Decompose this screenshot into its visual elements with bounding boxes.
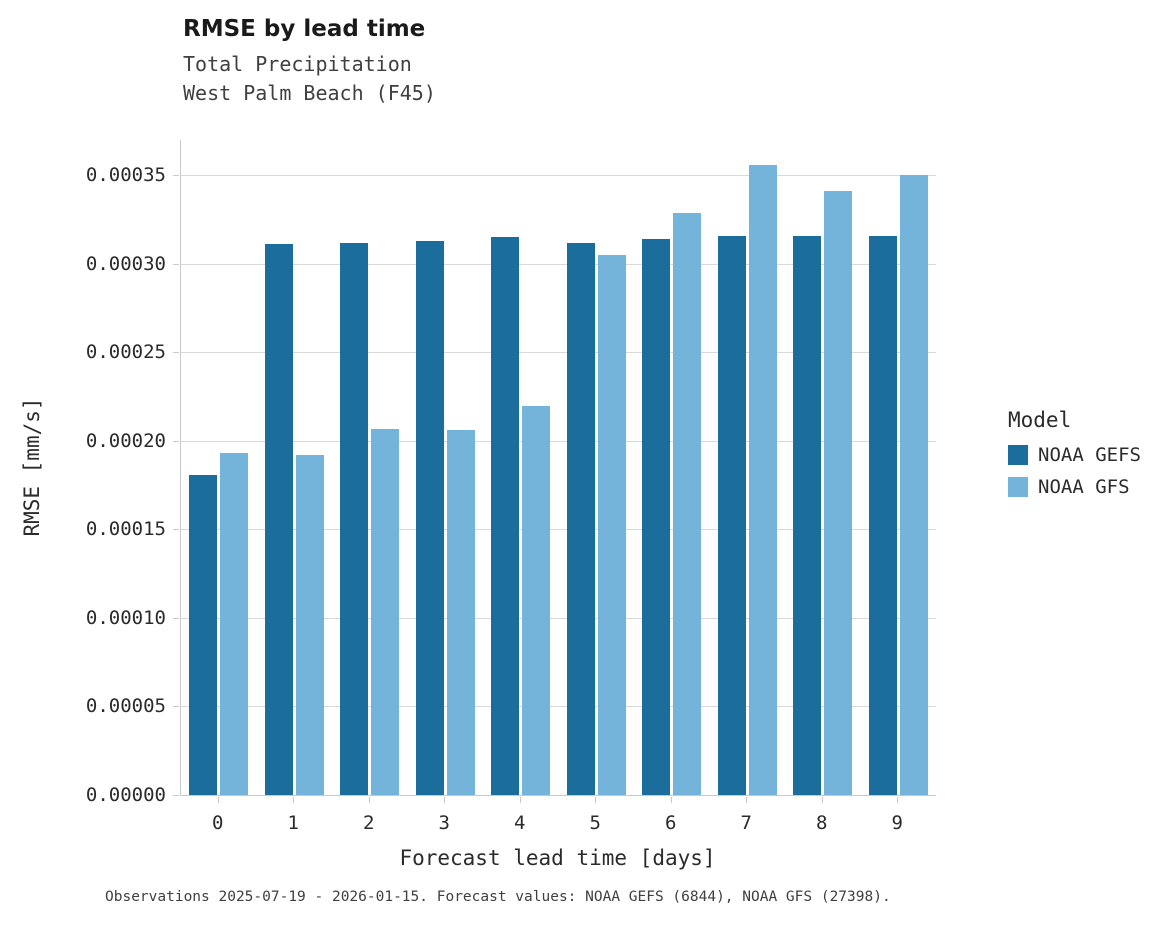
x-tick-mark-4 xyxy=(519,797,521,803)
x-tick-label-8: 8 xyxy=(816,812,828,834)
x-tick-mark-5 xyxy=(595,797,597,803)
y-tick-mark-0.00005 xyxy=(173,706,179,708)
bar-noaa-gfs-day-2 xyxy=(371,428,400,795)
gridline-y-0.00035 xyxy=(181,175,936,177)
x-tick-mark-3 xyxy=(444,797,446,803)
y-tick-label-0.00010: 0.00010 xyxy=(85,606,166,629)
x-tick-mark-1 xyxy=(293,797,295,803)
legend-entry-gefs: NOAA GEFS xyxy=(1008,444,1141,466)
x-tick-label-7: 7 xyxy=(740,812,752,834)
bar-noaa-gfs-day-5 xyxy=(597,255,626,795)
bar-noaa-gefs-day-6 xyxy=(642,239,671,795)
bar-noaa-gefs-day-8 xyxy=(793,235,822,795)
gridline-y-0.00030 xyxy=(181,263,936,265)
y-tick-mark-0.00030 xyxy=(173,263,179,265)
legend-label-gfs: NOAA GFS xyxy=(1038,476,1130,498)
y-tick-label-0.00035: 0.00035 xyxy=(85,164,166,187)
y-tick-label-0.00005: 0.00005 xyxy=(85,695,166,718)
chart-subtitle-variable: Total Precipitation xyxy=(183,52,412,76)
x-tick-mark-2 xyxy=(368,797,370,803)
bar-noaa-gefs-day-4 xyxy=(491,237,520,795)
x-tick-label-5: 5 xyxy=(589,812,601,834)
y-tick-label-0.00030: 0.00030 xyxy=(85,252,166,275)
bar-noaa-gfs-day-1 xyxy=(295,455,324,795)
legend-label-gefs: NOAA GEFS xyxy=(1038,444,1141,466)
gridline-y-0.00025 xyxy=(181,352,936,354)
x-tick-mark-9 xyxy=(897,797,899,803)
x-tick-label-4: 4 xyxy=(514,812,526,834)
bar-noaa-gfs-day-0 xyxy=(220,453,249,795)
y-axis-label: RMSE [mm/s] xyxy=(20,397,44,537)
bar-noaa-gfs-day-4 xyxy=(522,405,551,795)
y-tick-label-0.00020: 0.00020 xyxy=(85,429,166,452)
chart-title: RMSE by lead time xyxy=(183,16,426,42)
bar-noaa-gefs-day-9 xyxy=(868,235,897,795)
chart-caption: Observations 2025-07-19 - 2026-01-15. Fo… xyxy=(105,889,891,905)
x-tick-label-1: 1 xyxy=(287,812,299,834)
x-tick-mark-7 xyxy=(746,797,748,803)
legend-entry-gfs: NOAA GFS xyxy=(1008,476,1141,498)
legend: Model NOAA GEFS NOAA GFS xyxy=(1008,408,1141,508)
y-tick-mark-0.00015 xyxy=(173,529,179,531)
legend-title: Model xyxy=(1008,408,1072,432)
y-tick-mark-0.00000 xyxy=(173,795,179,796)
bar-noaa-gefs-day-3 xyxy=(415,240,444,795)
bar-noaa-gfs-day-6 xyxy=(673,212,702,795)
bar-noaa-gefs-day-1 xyxy=(264,244,293,795)
bar-noaa-gfs-day-7 xyxy=(748,164,777,795)
bar-noaa-gfs-day-8 xyxy=(824,191,853,795)
y-tick-mark-0.00010 xyxy=(173,617,179,619)
gridline-y-0.00005 xyxy=(181,706,936,708)
x-tick-label-2: 2 xyxy=(363,812,375,834)
y-tick-label-0.00015: 0.00015 xyxy=(85,518,166,541)
bar-noaa-gefs-day-7 xyxy=(717,235,746,795)
plot-area xyxy=(180,140,936,796)
gefs-swatch-icon xyxy=(1008,445,1028,465)
y-tick-label-0.00000: 0.00000 xyxy=(85,784,166,806)
bar-noaa-gfs-day-3 xyxy=(446,430,475,795)
x-axis-label: Forecast lead time [days] xyxy=(399,846,716,870)
gridline-y-0.00015 xyxy=(181,529,936,531)
bar-noaa-gefs-day-5 xyxy=(566,242,595,795)
y-tick-mark-0.00035 xyxy=(173,175,179,177)
y-tick-label-0.00025: 0.00025 xyxy=(85,341,166,364)
y-tick-mark-0.00025 xyxy=(173,352,179,354)
y-tick-mark-0.00020 xyxy=(173,440,179,442)
x-tick-label-6: 6 xyxy=(665,812,677,834)
gridline-y-0.00020 xyxy=(181,440,936,442)
gfs-swatch-icon xyxy=(1008,477,1028,497)
gridline-y-0.00010 xyxy=(181,617,936,619)
x-tick-label-9: 9 xyxy=(891,812,903,834)
chart-subtitle-location: West Palm Beach (F45) xyxy=(183,81,436,105)
x-tick-mark-8 xyxy=(821,797,823,803)
x-tick-label-0: 0 xyxy=(212,812,224,834)
x-tick-label-3: 3 xyxy=(438,812,450,834)
bar-noaa-gefs-day-0 xyxy=(189,474,218,795)
x-tick-mark-6 xyxy=(670,797,672,803)
bar-noaa-gefs-day-2 xyxy=(340,242,369,795)
x-tick-mark-0 xyxy=(217,797,219,803)
bar-noaa-gfs-day-9 xyxy=(899,175,928,795)
